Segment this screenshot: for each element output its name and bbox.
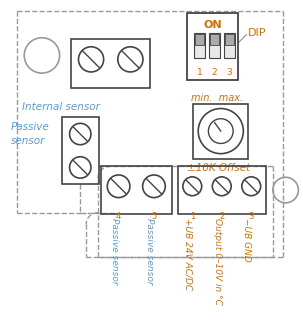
Text: ±10K Offset: ±10K Offset [187, 164, 251, 173]
Bar [101, 166, 171, 214]
Bar [178, 166, 266, 214]
Bar [195, 34, 204, 45]
Bar [209, 33, 220, 58]
Bar [224, 33, 235, 58]
Text: 3: 3 [226, 68, 232, 77]
Text: +UB 24V AC/DC: +UB 24V AC/DC [183, 217, 192, 290]
Text: min.  max.: min. max. [191, 93, 243, 103]
Text: Passive sensor: Passive sensor [145, 217, 154, 284]
Bar [210, 34, 219, 45]
Text: −UB GND: −UB GND [242, 217, 251, 261]
Bar [193, 104, 248, 159]
Text: Internal sensor: Internal sensor [22, 102, 100, 112]
Bar [225, 34, 234, 45]
Bar [72, 39, 150, 88]
Bar [194, 33, 205, 58]
Bar [62, 117, 99, 184]
Bar [187, 13, 238, 80]
Text: Output 0–10V in °C: Output 0–10V in °C [213, 217, 222, 304]
Text: ON: ON [204, 20, 222, 30]
Text: 4: 4 [116, 212, 121, 221]
Text: 5: 5 [151, 212, 157, 221]
Text: 3: 3 [248, 212, 254, 221]
Text: DIP: DIP [248, 28, 267, 38]
Text: 1: 1 [197, 68, 202, 77]
Text: 2: 2 [211, 68, 217, 77]
Text: 1: 1 [190, 212, 195, 221]
Text: Passive sensor: Passive sensor [110, 217, 118, 284]
Text: 2: 2 [219, 212, 225, 221]
Text: Passive
sensor: Passive sensor [11, 122, 49, 146]
